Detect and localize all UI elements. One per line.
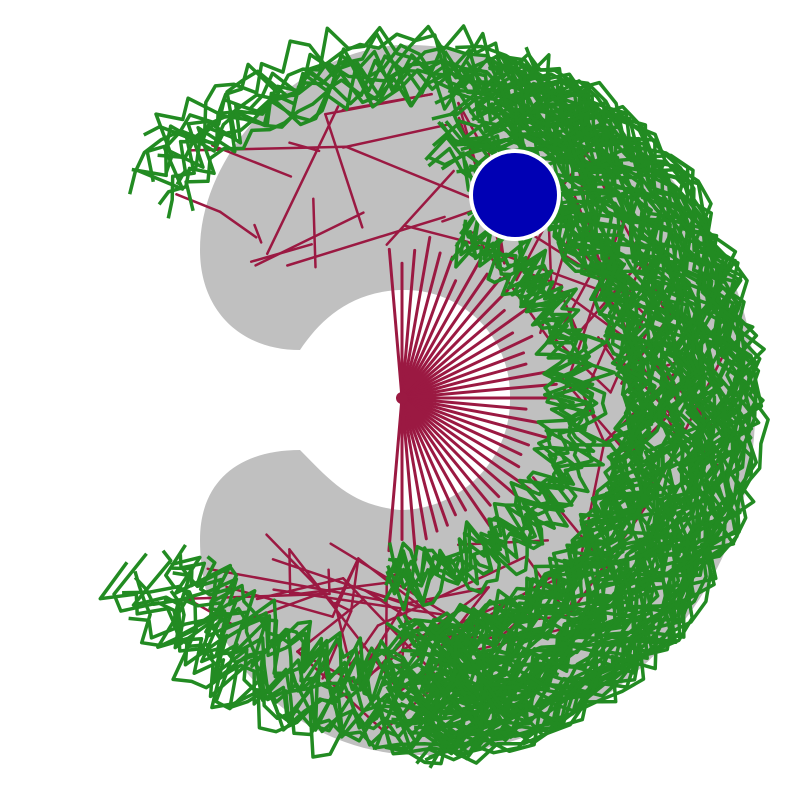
start-node [396,392,408,404]
goal-marker [469,149,561,241]
tree-edge [289,549,290,595]
goal-disc [473,153,557,237]
